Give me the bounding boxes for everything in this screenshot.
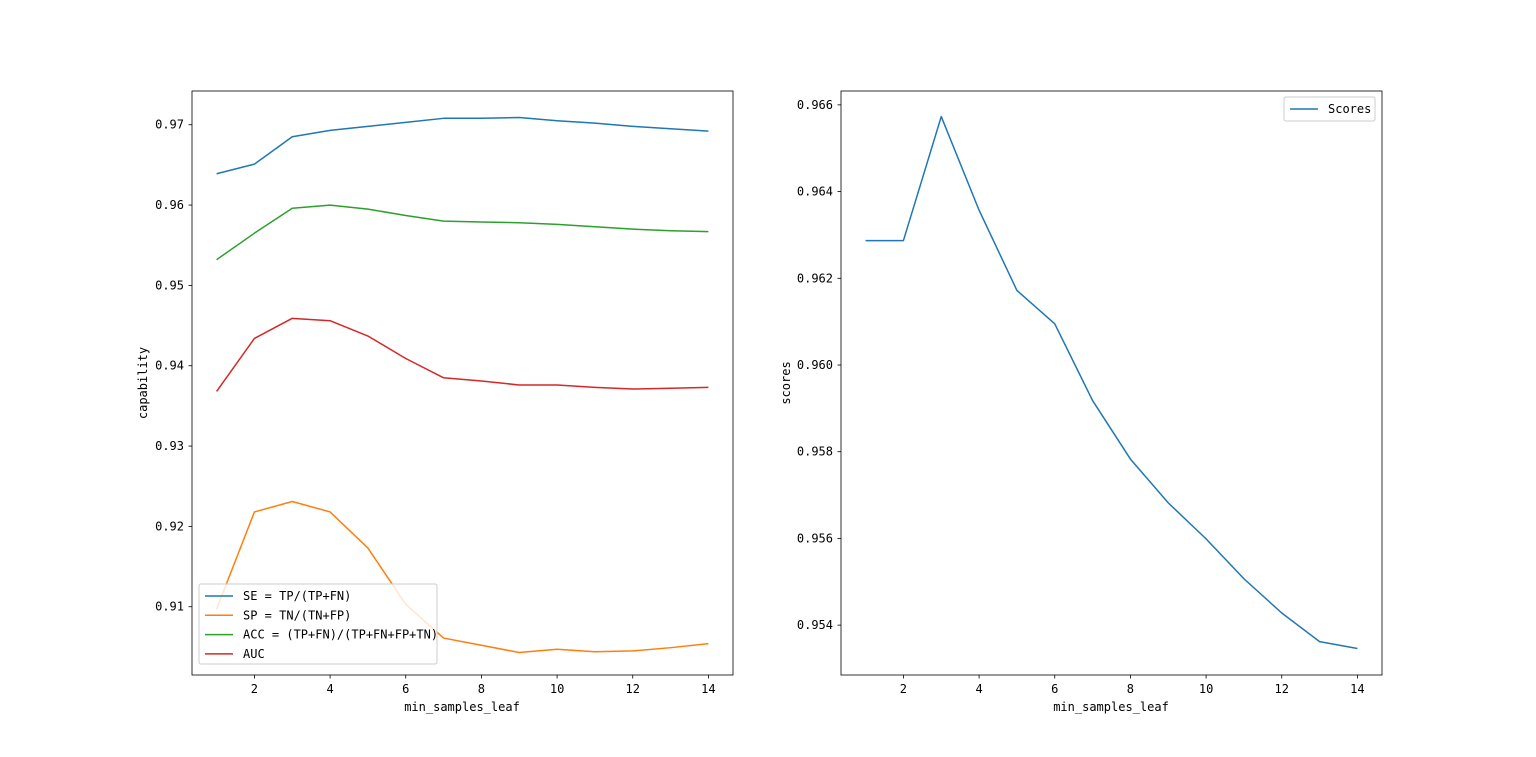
right-y-axis-label: scores xyxy=(779,361,793,404)
left-x-axis-label: min_samples_leaf xyxy=(404,700,520,714)
left-x-tick-label-2: 6 xyxy=(402,682,409,696)
left-series-line-3 xyxy=(215,317,709,392)
right-x-tick-label-0: 2 xyxy=(900,682,907,696)
right-y-tick-label-4: 0.962 xyxy=(797,271,833,285)
left-x-tick-label-3: 8 xyxy=(478,682,485,696)
left-x-tick-label-4: 10 xyxy=(550,682,564,696)
left-legend-label-1: SP = TN/(TN+FP) xyxy=(243,608,351,622)
left-plot-frame xyxy=(191,90,734,676)
right-y-tick-label-2: 0.958 xyxy=(797,445,833,459)
right-x-tick-label-4: 10 xyxy=(1199,682,1213,696)
left-legend-label-0: SE = TP/(TP+FN) xyxy=(243,589,351,603)
left-legend: SE = TP/(TP+FN) SP = TN/(TN+FP) ACC = (TP+… xyxy=(198,583,438,665)
right-y-tick-label-3: 0.960 xyxy=(797,358,833,372)
left-chart: min_samples_leaf capability 2 4 6 8 10 12 14 0.… xyxy=(136,90,734,714)
right-y-tick-label-0: 0.954 xyxy=(797,618,833,632)
right-series-line-0 xyxy=(865,115,1358,650)
right-plot-frame xyxy=(840,90,1383,676)
left-legend-label-2: ACC = (TP+FN)/(TP+FN+FP+TN) xyxy=(243,628,438,642)
left-y-tick-label-5: 0.96 xyxy=(155,198,184,212)
right-legend: Scores xyxy=(1283,96,1376,122)
right-chart: min_samples_leaf scores 2 4 6 8 10 12 14 0.954 0… xyxy=(779,90,1383,714)
right-x-tick-label-5: 12 xyxy=(1275,682,1289,696)
right-x-tick-label-2: 6 xyxy=(1051,682,1058,696)
left-y-tick-label-3: 0.94 xyxy=(155,359,184,373)
left-y-tick-label-0: 0.91 xyxy=(155,600,184,614)
left-x-tick-label-0: 2 xyxy=(251,682,258,696)
right-x-axis-label: min_samples_leaf xyxy=(1053,700,1169,714)
left-x-tick-label-6: 14 xyxy=(701,682,715,696)
left-series-line-0 xyxy=(216,116,709,175)
right-legend-label-0: Scores xyxy=(1328,102,1371,116)
right-y-tick-label-5: 0.964 xyxy=(797,185,833,199)
left-y-tick-label-2: 0.93 xyxy=(155,439,184,453)
right-y-tick-label-1: 0.956 xyxy=(797,531,833,545)
left-legend-box xyxy=(198,583,438,665)
left-x-tick-label-1: 4 xyxy=(326,682,333,696)
left-y-tick-label-4: 0.95 xyxy=(155,278,184,292)
right-y-tick-label-6: 0.966 xyxy=(797,98,833,112)
left-legend-label-3: AUC xyxy=(243,647,265,661)
left-y-tick-label-6: 0.97 xyxy=(155,118,184,132)
right-legend-box xyxy=(1283,96,1376,122)
left-series-line-2 xyxy=(216,204,709,261)
right-x-tick-label-6: 14 xyxy=(1350,682,1364,696)
right-x-tick-label-3: 8 xyxy=(1127,682,1134,696)
left-y-axis-label: capability xyxy=(136,347,150,419)
left-x-tick-label-5: 12 xyxy=(626,682,640,696)
right-x-tick-label-1: 4 xyxy=(975,682,982,696)
left-y-tick-label-1: 0.92 xyxy=(155,519,184,533)
left-series-line-1 xyxy=(215,500,709,654)
